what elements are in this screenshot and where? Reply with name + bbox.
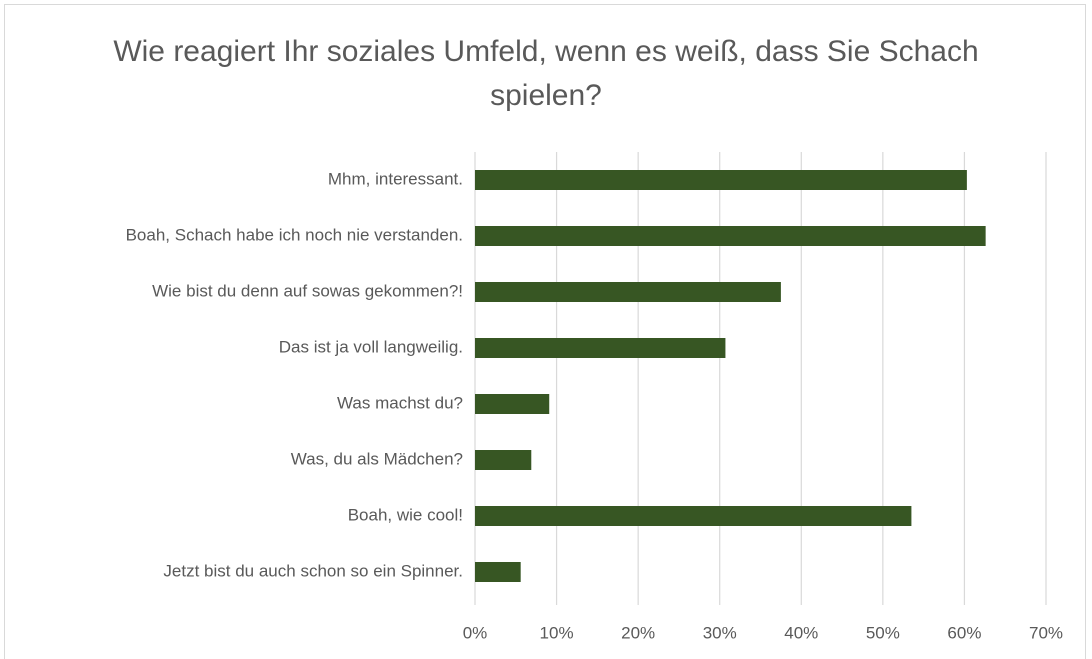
- x-tick-label: 30%: [703, 623, 737, 642]
- x-tick-label: 20%: [621, 623, 655, 642]
- bar: [475, 506, 912, 526]
- x-tick-label: 10%: [540, 623, 574, 642]
- bar: [475, 562, 521, 582]
- bar: [475, 226, 986, 246]
- chart-frame: [4, 4, 1086, 659]
- x-tick-label: 0%: [463, 623, 488, 642]
- y-tick-label: Was, du als Mädchen?: [291, 449, 463, 468]
- x-tick-label: 50%: [866, 623, 900, 642]
- y-tick-label: Das ist ja voll langweilig.: [279, 337, 463, 356]
- bar: [475, 282, 781, 302]
- y-tick-label: Jetzt bist du auch schon so ein Spinner.: [163, 561, 463, 580]
- chart-title: Wie reagiert Ihr soziales Umfeld, wenn e…: [113, 35, 979, 112]
- x-tick-label: 60%: [947, 623, 981, 642]
- bar: [475, 170, 967, 190]
- bar: [475, 394, 550, 414]
- y-tick-label: Was machst du?: [337, 393, 463, 412]
- x-tick-label: 40%: [784, 623, 818, 642]
- y-tick-label: Wie bist du denn auf sowas gekommen?!: [152, 281, 463, 300]
- bar: [475, 338, 726, 358]
- x-tick-label: 70%: [1029, 623, 1063, 642]
- y-tick-label: Boah, wie cool!: [348, 505, 463, 524]
- bar: [475, 450, 532, 470]
- y-tick-label: Boah, Schach habe ich noch nie verstande…: [126, 225, 463, 244]
- y-tick-label: Mhm, interessant.: [328, 169, 463, 188]
